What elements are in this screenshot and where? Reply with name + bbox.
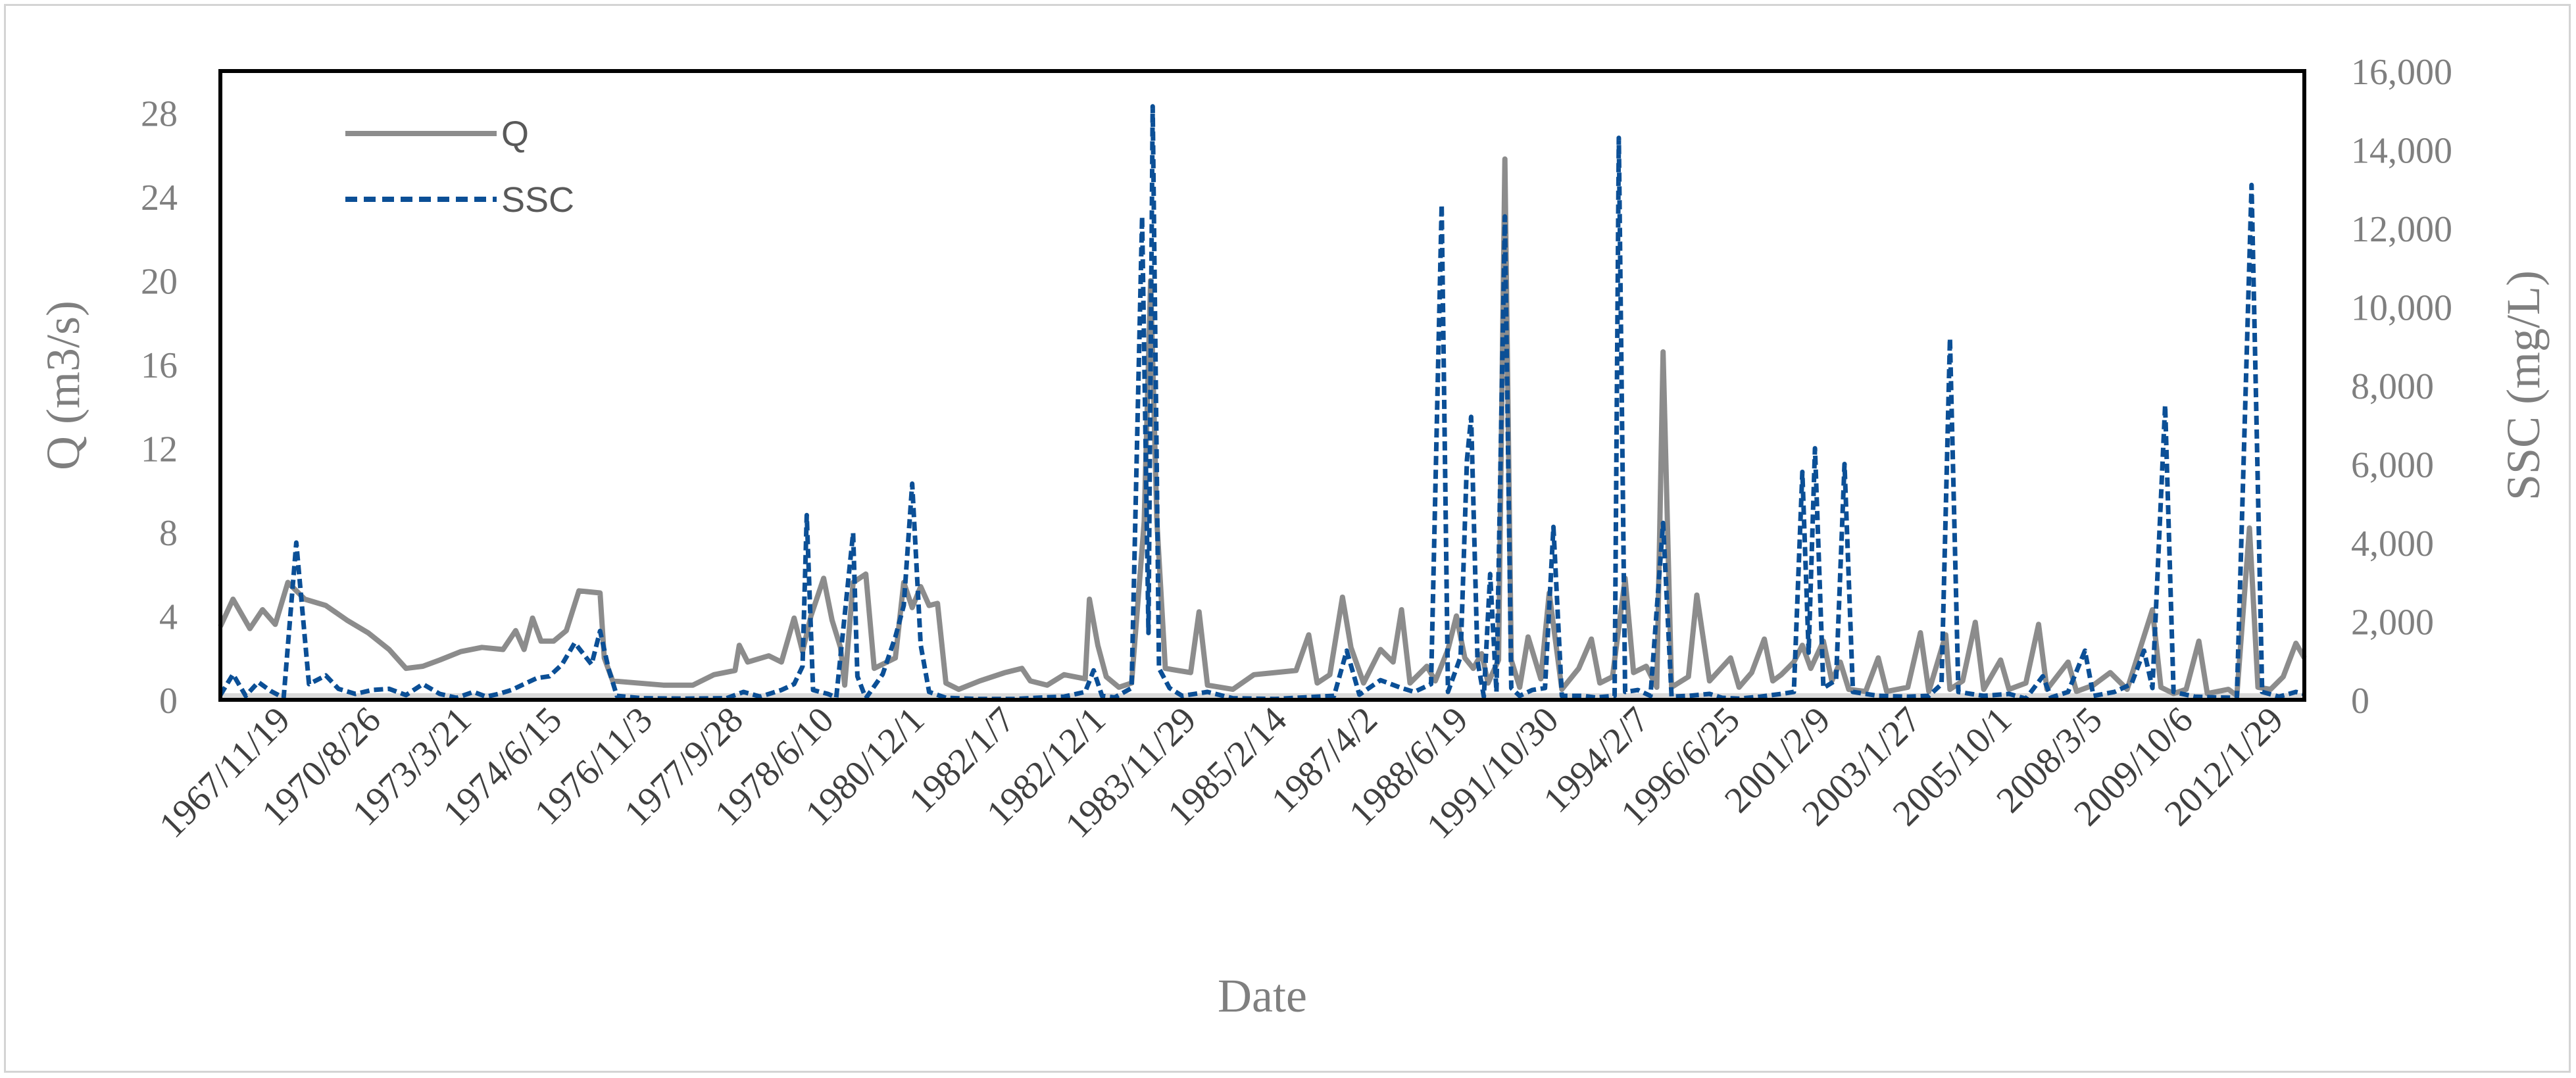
legend-ssc-label: SSC bbox=[501, 180, 574, 220]
right-tick-label: 2,000 bbox=[2351, 602, 2434, 643]
legend-q-label: Q bbox=[501, 114, 529, 154]
right-tick-label: 16,000 bbox=[2351, 52, 2452, 93]
x-axis-title: Date bbox=[1218, 969, 1307, 1022]
right-tick-label: 8,000 bbox=[2351, 366, 2434, 407]
right-tick-label: 10,000 bbox=[2351, 288, 2452, 329]
ssc-series bbox=[218, 104, 2305, 702]
left-tick-label: 24 bbox=[141, 178, 178, 218]
left-tick-label: 28 bbox=[141, 94, 178, 135]
right-axis-ticks: 0 2,000 4,000 6,000 8,000 10,000 12,000 14,000 1… bbox=[2351, 52, 2452, 722]
right-tick-label: 6,000 bbox=[2351, 445, 2434, 486]
right-tick-label: 14,000 bbox=[2351, 131, 2452, 172]
legend: Q SSC bbox=[345, 114, 574, 220]
right-tick-label: 4,000 bbox=[2351, 524, 2434, 564]
left-tick-label: 8 bbox=[159, 513, 178, 554]
plot-area bbox=[218, 69, 2306, 702]
left-axis-title: Q (m3/s) bbox=[37, 301, 89, 470]
left-tick-label: 12 bbox=[141, 429, 178, 470]
right-axis-title: SSC (mg/L) bbox=[2497, 270, 2550, 501]
left-tick-label: 20 bbox=[141, 262, 178, 303]
left-tick-label: 4 bbox=[159, 597, 178, 638]
figure-frame bbox=[4, 4, 2571, 1073]
left-axis-ticks: 0 4 8 12 16 20 24 28 bbox=[141, 94, 178, 722]
right-tick-label: 12,000 bbox=[2351, 209, 2452, 250]
right-tick-label: 0 bbox=[2351, 681, 2369, 722]
x-axis-ticks: 1967/11/191970/8/261973/3/211974/6/15197… bbox=[151, 699, 2291, 846]
series-line-ssc bbox=[218, 104, 2305, 702]
left-tick-label: 16 bbox=[141, 345, 178, 386]
series-line-q bbox=[218, 156, 2307, 698]
q-series bbox=[218, 156, 2307, 698]
left-tick-label: 0 bbox=[159, 681, 178, 722]
